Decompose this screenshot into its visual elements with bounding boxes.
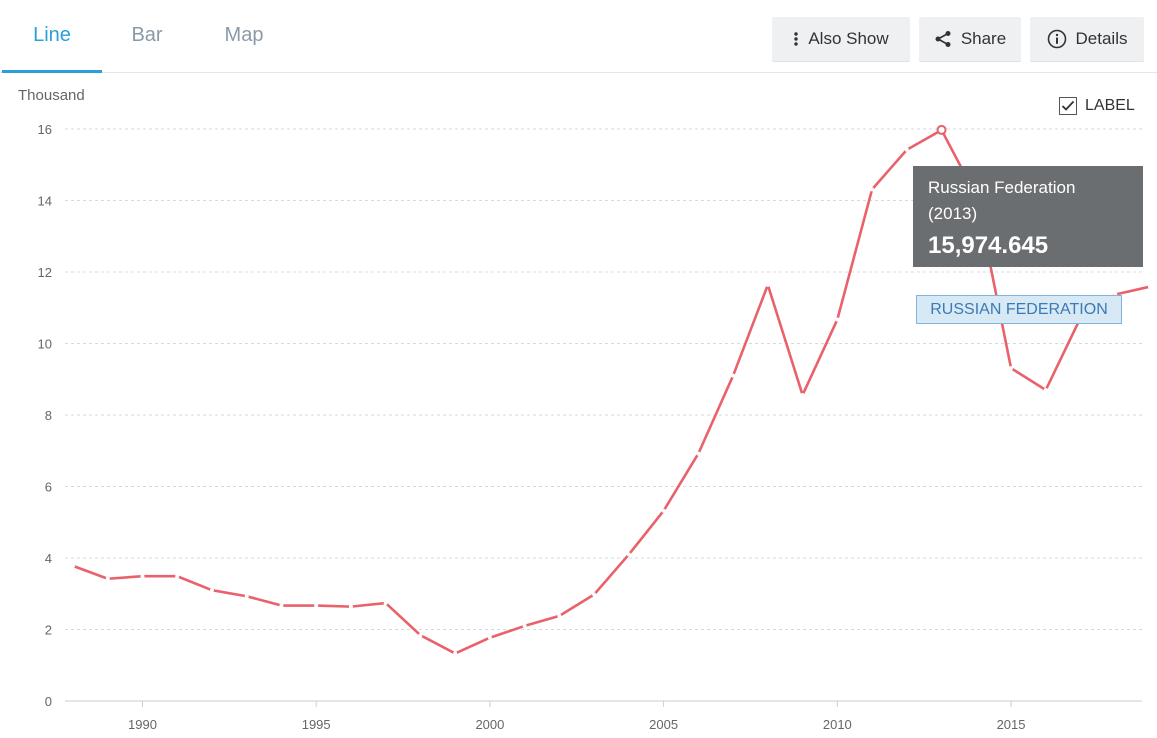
data-point <box>522 623 527 628</box>
y-tick-label: 4 <box>45 551 52 566</box>
share-button[interactable]: Share <box>919 17 1021 61</box>
active-tab-indicator <box>2 70 102 73</box>
data-point <box>175 574 180 579</box>
data-point <box>71 563 75 568</box>
checkmark-icon <box>1061 100 1075 111</box>
data-point <box>209 588 214 593</box>
tab-line[interactable]: Line <box>33 24 71 46</box>
data-point <box>765 282 770 287</box>
label-toggle-text: LABEL <box>1085 97 1135 114</box>
data-point <box>383 601 388 606</box>
data-point <box>626 552 631 557</box>
data-point <box>487 635 492 640</box>
data-point <box>731 373 736 378</box>
details-label: Details <box>1075 29 1128 48</box>
y-tick-label: 16 <box>38 122 52 137</box>
details-button[interactable]: Details <box>1030 17 1144 61</box>
series-label-tag[interactable]: RUSSIAN FEDERATION <box>916 295 1122 324</box>
data-point <box>140 574 145 579</box>
also-show-label: Also Show <box>808 29 889 48</box>
tooltip-value: 15,974.645 <box>928 232 1049 259</box>
data-point <box>557 613 562 618</box>
data-point <box>105 576 110 581</box>
y-tick-label: 12 <box>38 265 52 280</box>
data-point <box>904 147 909 152</box>
label-checkbox[interactable] <box>1059 97 1077 115</box>
data-point <box>348 604 353 609</box>
y-tick-label: 8 <box>45 408 52 423</box>
more-vertical-icon <box>793 31 799 47</box>
y-axis-unit-label: Thousand <box>18 87 85 104</box>
highlighted-data-point <box>936 124 947 135</box>
data-point <box>418 633 423 638</box>
data-point <box>244 594 249 599</box>
tooltip-series-name: Russian Federation <box>928 178 1076 197</box>
x-tick-label: 1995 <box>302 717 331 732</box>
also-show-button[interactable]: Also Show <box>772 17 910 61</box>
data-point <box>1043 387 1048 392</box>
x-tick-label: 2015 <box>997 717 1026 732</box>
y-tick-label: 6 <box>45 480 52 495</box>
chart-toolbar: Line Bar Map Also Show Share Details <box>0 0 1157 73</box>
data-point <box>314 603 319 608</box>
x-tick-label: 2000 <box>475 717 504 732</box>
data-point <box>870 187 875 192</box>
tooltip-year: (2013) <box>928 204 978 223</box>
tab-bar[interactable]: Bar <box>131 24 163 46</box>
tab-map[interactable]: Map <box>224 24 264 46</box>
data-point <box>696 451 701 456</box>
data-point <box>279 603 284 608</box>
y-tick-label: 2 <box>45 623 52 638</box>
data-point <box>800 392 805 397</box>
x-tick-label: 1990 <box>128 717 157 732</box>
y-tick-label: 14 <box>38 194 52 209</box>
data-point <box>835 317 840 322</box>
data-point <box>661 508 666 513</box>
share-icon <box>934 30 952 48</box>
label-toggle[interactable]: LABEL <box>1059 95 1135 117</box>
y-tick-label: 10 <box>38 337 52 352</box>
data-tooltip: Russian Federation (2013) 15,974.645 <box>913 166 1143 267</box>
share-label: Share <box>960 29 1007 48</box>
info-icon <box>1047 29 1067 49</box>
y-tick-label: 0 <box>45 694 52 709</box>
x-tick-label: 2010 <box>823 717 852 732</box>
data-point <box>453 651 458 656</box>
data-point <box>592 592 597 597</box>
data-point <box>1009 366 1014 371</box>
data-point <box>1148 284 1152 289</box>
x-tick-label: 2005 <box>649 717 678 732</box>
